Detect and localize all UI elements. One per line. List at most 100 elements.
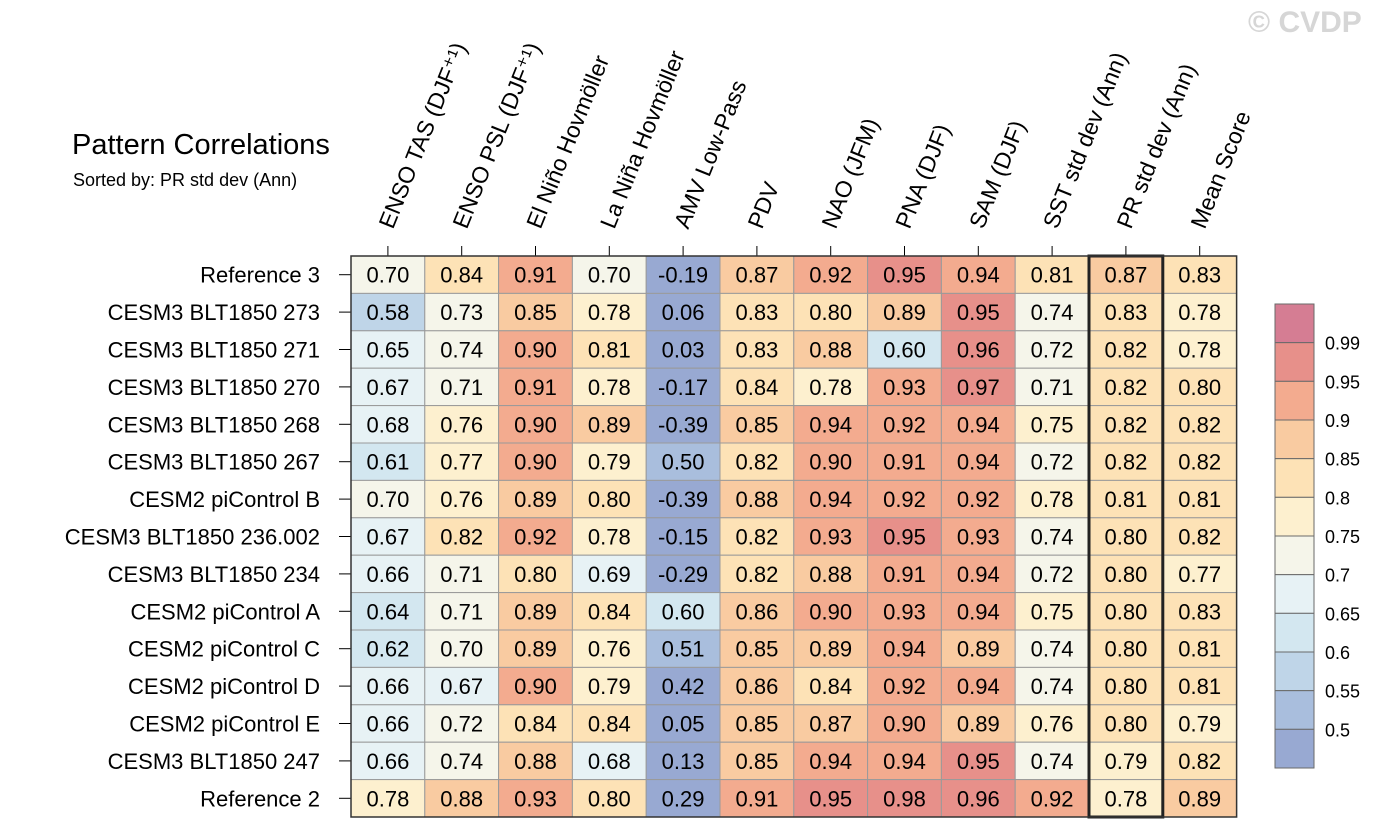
heatmap-cell [424, 666, 500, 706]
heatmap-cell [645, 405, 721, 444]
heatmap-cell [867, 330, 942, 369]
cell-value-label: 0.94 [883, 637, 926, 662]
cell-value-label: 0.76 [1031, 712, 1074, 737]
cell-value-label: 0.83 [1178, 263, 1221, 288]
cell-value-label: 0.80 [1178, 375, 1221, 400]
cell-value-label: 0.70 [588, 263, 631, 288]
heatmap-cell [571, 292, 647, 332]
cell-value-label: 0.82 [1178, 749, 1221, 774]
cell-value-label: 0.81 [1104, 487, 1147, 512]
heatmap-cell [867, 479, 942, 519]
heatmap-cell [793, 666, 869, 706]
cell-value-label: 0.89 [957, 637, 1000, 662]
row-label: CESM3 BLT1850 267 [108, 450, 320, 475]
cell-value-label: 0.89 [514, 637, 557, 662]
cell-value-label: 0.81 [1178, 487, 1221, 512]
cell-value-label: 0.84 [440, 263, 483, 288]
cell-value-label: 0.82 [1178, 525, 1221, 550]
heatmap-cell [424, 405, 500, 444]
cell-value-label: 0.78 [1178, 300, 1221, 325]
column-header: El Niño Hovmöller [521, 51, 614, 232]
cell-value-label: 0.92 [883, 674, 926, 699]
cell-value-label: 0.96 [957, 338, 1000, 363]
heatmap-cell [1014, 330, 1090, 369]
heatmap-cell [867, 666, 942, 706]
row-label: CESM2 piControl A [130, 599, 320, 624]
cell-value-label: 0.94 [957, 599, 1000, 624]
heatmap-cell [1088, 741, 1164, 781]
colorbar-segment [1274, 651, 1315, 692]
cell-value-label: 0.68 [366, 412, 409, 437]
cell-value-label: 0.90 [514, 412, 557, 437]
cell-value-label: 0.67 [366, 525, 409, 550]
heatmap-cell [645, 479, 721, 519]
colorbar-segment [1274, 342, 1315, 382]
cell-value-label: 0.96 [957, 786, 1000, 811]
cell-value-label: 0.82 [735, 562, 778, 587]
cell-value-label: 0.73 [440, 300, 483, 325]
heatmap-cell [1162, 666, 1238, 706]
cell-value-label: 0.93 [883, 599, 926, 624]
heatmap-cell [645, 779, 721, 818]
heatmap-cell [940, 592, 1016, 631]
heatmap-cell [867, 704, 942, 743]
cell-value-label: 0.78 [1031, 487, 1074, 512]
cell-value-label: 0.95 [883, 525, 926, 550]
heatmap-cell [793, 629, 869, 668]
heatmap-cell [350, 741, 426, 781]
colorbar-segment [1274, 458, 1315, 498]
cell-value-label: 0.82 [735, 450, 778, 475]
cell-value-label: 0.66 [366, 562, 409, 587]
heatmap-cell [719, 554, 795, 594]
heatmap-cell [498, 292, 573, 332]
row-label: CESM3 BLT1850 236.002 [65, 525, 320, 550]
row-label: Reference 2 [200, 786, 320, 811]
colorbar-segment [1274, 728, 1315, 769]
heatmap-cell [498, 666, 573, 706]
cell-value-label: 0.95 [957, 300, 1000, 325]
heatmap-cell [719, 704, 795, 743]
heatmap-cell [1014, 292, 1090, 332]
heatmap-cell [867, 592, 942, 631]
cell-value-label: 0.86 [735, 674, 778, 699]
cell-value-label: 0.74 [1031, 749, 1074, 774]
cell-value-label: -0.39 [658, 412, 708, 437]
cell-value-label: 0.72 [440, 712, 483, 737]
cell-value-label: 0.71 [440, 375, 483, 400]
heatmap-cell [719, 592, 795, 631]
heatmap-cells: 0.70 0.84 0.91 0.70 -0.19 0.87 0.92 0.95 0.94 0.8… [350, 254, 1238, 819]
cell-value-label: 0.05 [662, 712, 705, 737]
heatmap-cell [867, 554, 942, 594]
heatmap-cell [940, 367, 1016, 407]
row-label: CESM2 piControl E [129, 712, 320, 737]
heatmap-cell [940, 666, 1016, 706]
cell-value-label: 0.83 [735, 338, 778, 363]
row-labels: Reference 3 CESM3 BLT1850 273 CESM3 BLT185… [65, 263, 351, 811]
cell-value-label: 0.65 [366, 338, 409, 363]
heatmap-cell [645, 592, 721, 631]
cell-value-label: 0.93 [809, 525, 852, 550]
cell-value-label: 0.82 [735, 525, 778, 550]
cell-value-label: 0.92 [957, 487, 1000, 512]
cell-value-label: 0.87 [735, 263, 778, 288]
cell-value-label: 0.77 [1178, 562, 1221, 587]
cell-value-label: 0.78 [588, 525, 631, 550]
heatmap-cell [719, 779, 795, 818]
heatmap-cell [571, 479, 647, 519]
cell-value-label: 0.83 [1178, 599, 1221, 624]
colorbar-segment [1274, 419, 1315, 460]
cell-value-label: 0.03 [662, 338, 705, 363]
cell-value-label: 0.69 [588, 562, 631, 587]
cell-value-label: -0.15 [658, 525, 708, 550]
cell-value-label: 0.89 [883, 300, 926, 325]
cell-value-label: 0.58 [366, 300, 409, 325]
cell-value-label: 0.80 [1104, 637, 1147, 662]
heatmap-cell [350, 517, 426, 556]
heatmap-cell [940, 741, 1016, 781]
heatmap-cell [793, 741, 869, 781]
heatmap-cell [645, 292, 721, 332]
cell-value-label: 0.82 [1104, 375, 1147, 400]
heatmap-cell [1014, 517, 1090, 556]
heatmap-cell [571, 255, 647, 294]
chart-subtitle: Sorted by: PR std dev (Ann) [73, 170, 297, 190]
